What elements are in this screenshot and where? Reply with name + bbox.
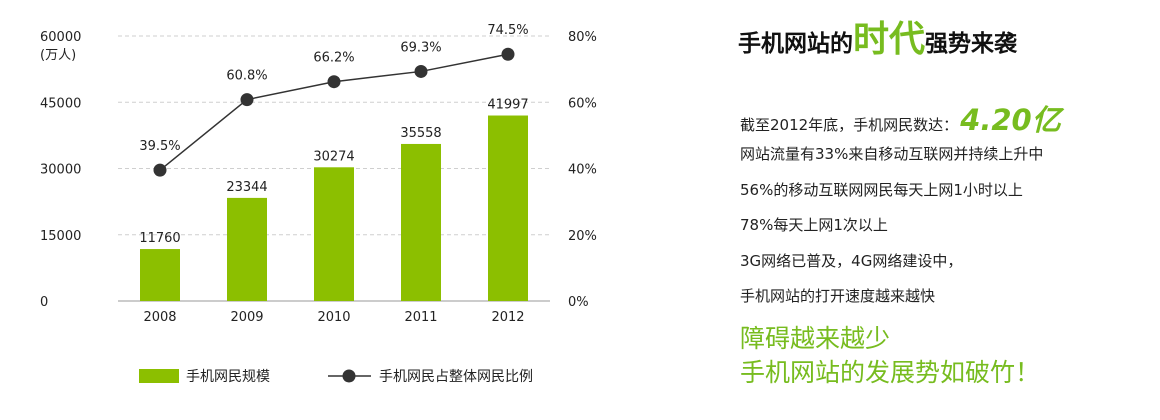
ratio-value-label: 60.8%: [226, 69, 267, 84]
bar: [488, 115, 528, 302]
ratio-value-label: 39.5%: [139, 139, 180, 154]
legend-bar-label: 手机网民规模: [186, 369, 270, 385]
bar-value-label: 35558: [400, 126, 441, 141]
y-right-tick-label: 40%: [568, 163, 597, 178]
headline-highlight: 时代: [853, 19, 926, 60]
ratio-value-label: 69.3%: [400, 40, 441, 55]
y-left-tick-label: 45000: [40, 96, 81, 111]
y-left-tick-label: 60000: [40, 30, 81, 45]
headline: 手机网站的时代强势来袭: [738, 10, 1017, 62]
fact-item: 3G网络已普及，4G网络建设中，: [740, 251, 963, 270]
ratio-point: [327, 75, 341, 89]
headline-part3: 强势来袭: [925, 31, 1018, 57]
y-right-tick-label: 0%: [568, 295, 589, 310]
ratio-value-label: 66.2%: [313, 51, 354, 66]
bar-value-label: 41997: [487, 98, 528, 113]
ratio-value-label: 74.5%: [487, 23, 528, 38]
slogan-line1: 障碍越来越少: [740, 324, 891, 353]
bar: [314, 167, 354, 301]
x-tick-label: 2009: [230, 310, 263, 325]
stat-value: 4.20亿: [960, 103, 1061, 137]
bar-value-label: 23344: [226, 180, 267, 195]
y-right-tick-label: 60%: [568, 96, 597, 111]
chart-svg: 0 0% 15000 20% 30000 40% 45000 60% 60000 80% (万人) 1…: [40, 23, 597, 385]
stat-label: 截至2012年底，手机网民数达：: [740, 116, 959, 134]
fact-item: 56%的移动互联网网民每天上网1小时以上: [740, 180, 1023, 199]
bar: [140, 249, 180, 301]
x-tick-label: 2008: [143, 310, 176, 325]
bar-value-label: 30274: [313, 149, 354, 164]
fact-item: 78%每天上网1次以上: [740, 216, 888, 234]
fact-item: 网站流量有33%来自移动互联网并持续上升中: [740, 145, 1044, 163]
y-left-tick-label: 15000: [40, 229, 81, 244]
slogan-line2: 手机网站的发展势如破竹！: [740, 358, 1041, 387]
info-panel: 手机网站的时代强势来袭 截至2012年底，手机网民数达：4.20亿 网站流量有3…: [738, 0, 1158, 420]
y-left-unit-label: (万人): [40, 48, 76, 63]
ratio-point: [501, 47, 515, 61]
y-right-tick-label: 80%: [568, 30, 597, 45]
fact-item: 手机网站的打开速度越来越快: [740, 287, 936, 305]
y-right-tick-label: 20%: [568, 229, 597, 244]
ratio-point: [153, 163, 167, 177]
y-left-tick-label: 30000: [40, 163, 81, 178]
slogan: 障碍越来越少 手机网站的发展势如破竹！: [740, 322, 1040, 390]
bar: [401, 143, 441, 301]
stat-line: 截至2012年底，手机网民数达：4.20亿: [740, 97, 1061, 139]
x-tick-label: 2011: [404, 310, 437, 325]
headline-part1: 手机网站的: [738, 31, 853, 57]
bar-value-label: 11760: [139, 231, 180, 246]
chart-area: 0 0% 15000 20% 30000 40% 45000 60% 60000 80% (万人) 1…: [40, 23, 597, 385]
y-left-tick-label: 0: [40, 295, 48, 310]
bar: [227, 197, 267, 301]
facts-list: 网站流量有33%来自移动互联网并持续上升中 56%的移动互联网网民每天上网1小时…: [740, 144, 1043, 322]
x-tick-label: 2010: [317, 310, 350, 325]
ratio-point: [240, 93, 254, 107]
legend-bar-swatch: [139, 369, 179, 383]
x-tick-label: 2012: [491, 310, 524, 325]
legend-line-marker: [342, 369, 356, 383]
ratio-point: [414, 64, 428, 78]
legend-line-label: 手机网民占整体网民比例: [379, 369, 533, 385]
